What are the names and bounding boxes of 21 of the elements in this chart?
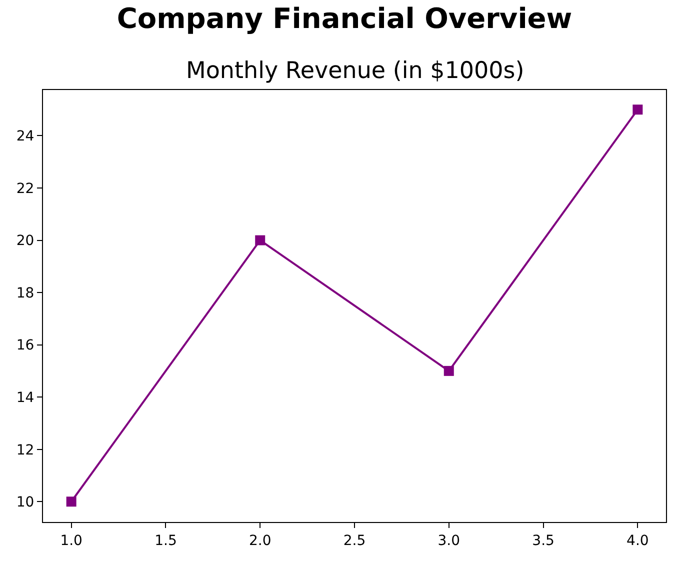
x-tick-label: 3.5 (532, 532, 554, 549)
chart-title: Company Financial Overview (116, 2, 572, 36)
y-tick-label: 14 (16, 390, 34, 406)
y-tick-label: 12 (16, 442, 34, 458)
x-tick-label: 1.0 (60, 532, 82, 549)
y-tick-label: 10 (16, 494, 34, 511)
point (444, 366, 454, 376)
x-tick-label: 3.0 (438, 532, 460, 549)
point (66, 496, 76, 507)
x-tick-label: 1.5 (154, 532, 177, 549)
point (632, 104, 643, 115)
x-tick-label: 2.0 (248, 532, 272, 549)
x-tick-label: 2.5 (343, 532, 366, 549)
y-tick-label: 20 (16, 233, 34, 250)
point (255, 235, 266, 246)
y-tick-label: 18 (16, 285, 34, 302)
y-tick-label: 16 (16, 338, 34, 354)
y-tick-label: 24 (16, 128, 34, 145)
x-tick-label: 4.0 (626, 532, 649, 549)
chart-subtitle: Monthly Revenue (in $1000s) (186, 58, 524, 84)
y-tick-label: 22 (16, 180, 34, 197)
